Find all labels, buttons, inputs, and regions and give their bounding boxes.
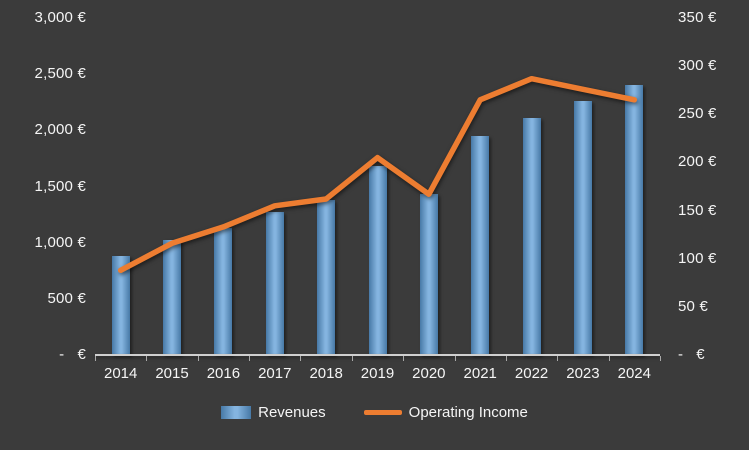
revenue-bar-2023 bbox=[573, 101, 592, 355]
x-axis-tick bbox=[660, 356, 661, 361]
x-axis-label-2019: 2019 bbox=[360, 365, 395, 382]
x-axis-tick bbox=[300, 356, 302, 361]
x-axis-label-2016: 2016 bbox=[206, 365, 241, 382]
x-axis-line bbox=[95, 354, 660, 356]
x-axis-label-2021: 2021 bbox=[463, 365, 497, 382]
revenue-bar-2016 bbox=[214, 228, 233, 355]
left-axis: 3,000 € 2,500 € 2,000 € 1,500 € 1,000 € 500 €… bbox=[0, 0, 86, 450]
revenue-bar-2021 bbox=[471, 135, 490, 355]
legend-item-revenues: Revenues bbox=[221, 404, 326, 421]
x-axis-label-2015: 2015 bbox=[155, 365, 189, 382]
right-axis: 350 € 300 € 250 € 200 € 150 € 100 € 50 € - € bbox=[678, 0, 744, 450]
x-axis-tick bbox=[95, 356, 96, 361]
x-axis-label-2020: 2020 bbox=[412, 365, 446, 382]
operating-income-line bbox=[117, 75, 638, 274]
legend-label-operating-income: Operating Income bbox=[408, 404, 528, 421]
right-axis-tick: 50 € bbox=[678, 297, 708, 315]
left-axis-tick: - € bbox=[59, 346, 86, 363]
x-axis-tick bbox=[197, 356, 199, 361]
x-axis-tick bbox=[454, 356, 456, 361]
x-axis-tick bbox=[249, 356, 251, 361]
x-axis-tick bbox=[146, 356, 148, 361]
left-axis-tick: 1,000 € bbox=[34, 233, 86, 251]
legend: Revenues Operating Income bbox=[0, 404, 749, 421]
revenue-bar-2014 bbox=[111, 256, 130, 355]
right-axis-tick: 250 € bbox=[678, 105, 717, 123]
x-axis-tick bbox=[403, 356, 405, 361]
x-axis-label-2014: 2014 bbox=[103, 365, 138, 382]
right-axis-tick: 100 € bbox=[678, 249, 717, 267]
right-axis-tick: - € bbox=[678, 346, 705, 363]
x-axis-labels: 2014 2015 2016 2017 2018 2019 2020 2021 2022 2023… bbox=[95, 363, 660, 385]
revenue-bar-2018 bbox=[317, 199, 336, 355]
right-axis-tick: 350 € bbox=[678, 9, 717, 26]
left-axis-tick: 2,500 € bbox=[34, 65, 86, 83]
legend-item-operating-income: Operating Income bbox=[363, 404, 528, 421]
operating-income-swatch-icon bbox=[363, 410, 402, 415]
legend-label-revenues: Revenues bbox=[258, 404, 326, 421]
plot-area bbox=[95, 18, 661, 361]
revenue-bar-2015 bbox=[163, 240, 182, 355]
right-axis-tick: 150 € bbox=[678, 201, 717, 219]
x-axis-label-2022: 2022 bbox=[514, 365, 549, 382]
right-axis-tick: 200 € bbox=[678, 153, 717, 171]
x-axis-label-2018: 2018 bbox=[309, 365, 343, 382]
revenue-bar-2020 bbox=[419, 194, 438, 355]
x-axis-tick bbox=[608, 356, 610, 361]
x-axis-label-2017: 2017 bbox=[258, 365, 292, 382]
revenues-swatch-icon bbox=[221, 406, 252, 419]
x-axis-label-2024: 2024 bbox=[617, 365, 651, 382]
x-axis-tick bbox=[351, 356, 353, 361]
revenue-bar-2019 bbox=[368, 166, 387, 355]
right-axis-tick: 300 € bbox=[678, 57, 717, 75]
left-axis-tick: 1,500 € bbox=[34, 177, 86, 195]
x-axis-tick bbox=[557, 356, 559, 361]
left-axis-tick: 3,000 € bbox=[34, 9, 86, 26]
revenue-bar-2024 bbox=[625, 85, 644, 355]
x-axis-tick bbox=[505, 356, 507, 361]
left-axis-tick: 500 € bbox=[47, 289, 86, 307]
revenue-bar-2017 bbox=[265, 212, 284, 355]
revenue-bar-2022 bbox=[522, 117, 541, 355]
left-axis-tick: 2,000 € bbox=[34, 121, 86, 139]
x-axis-label-2023: 2023 bbox=[566, 365, 600, 382]
